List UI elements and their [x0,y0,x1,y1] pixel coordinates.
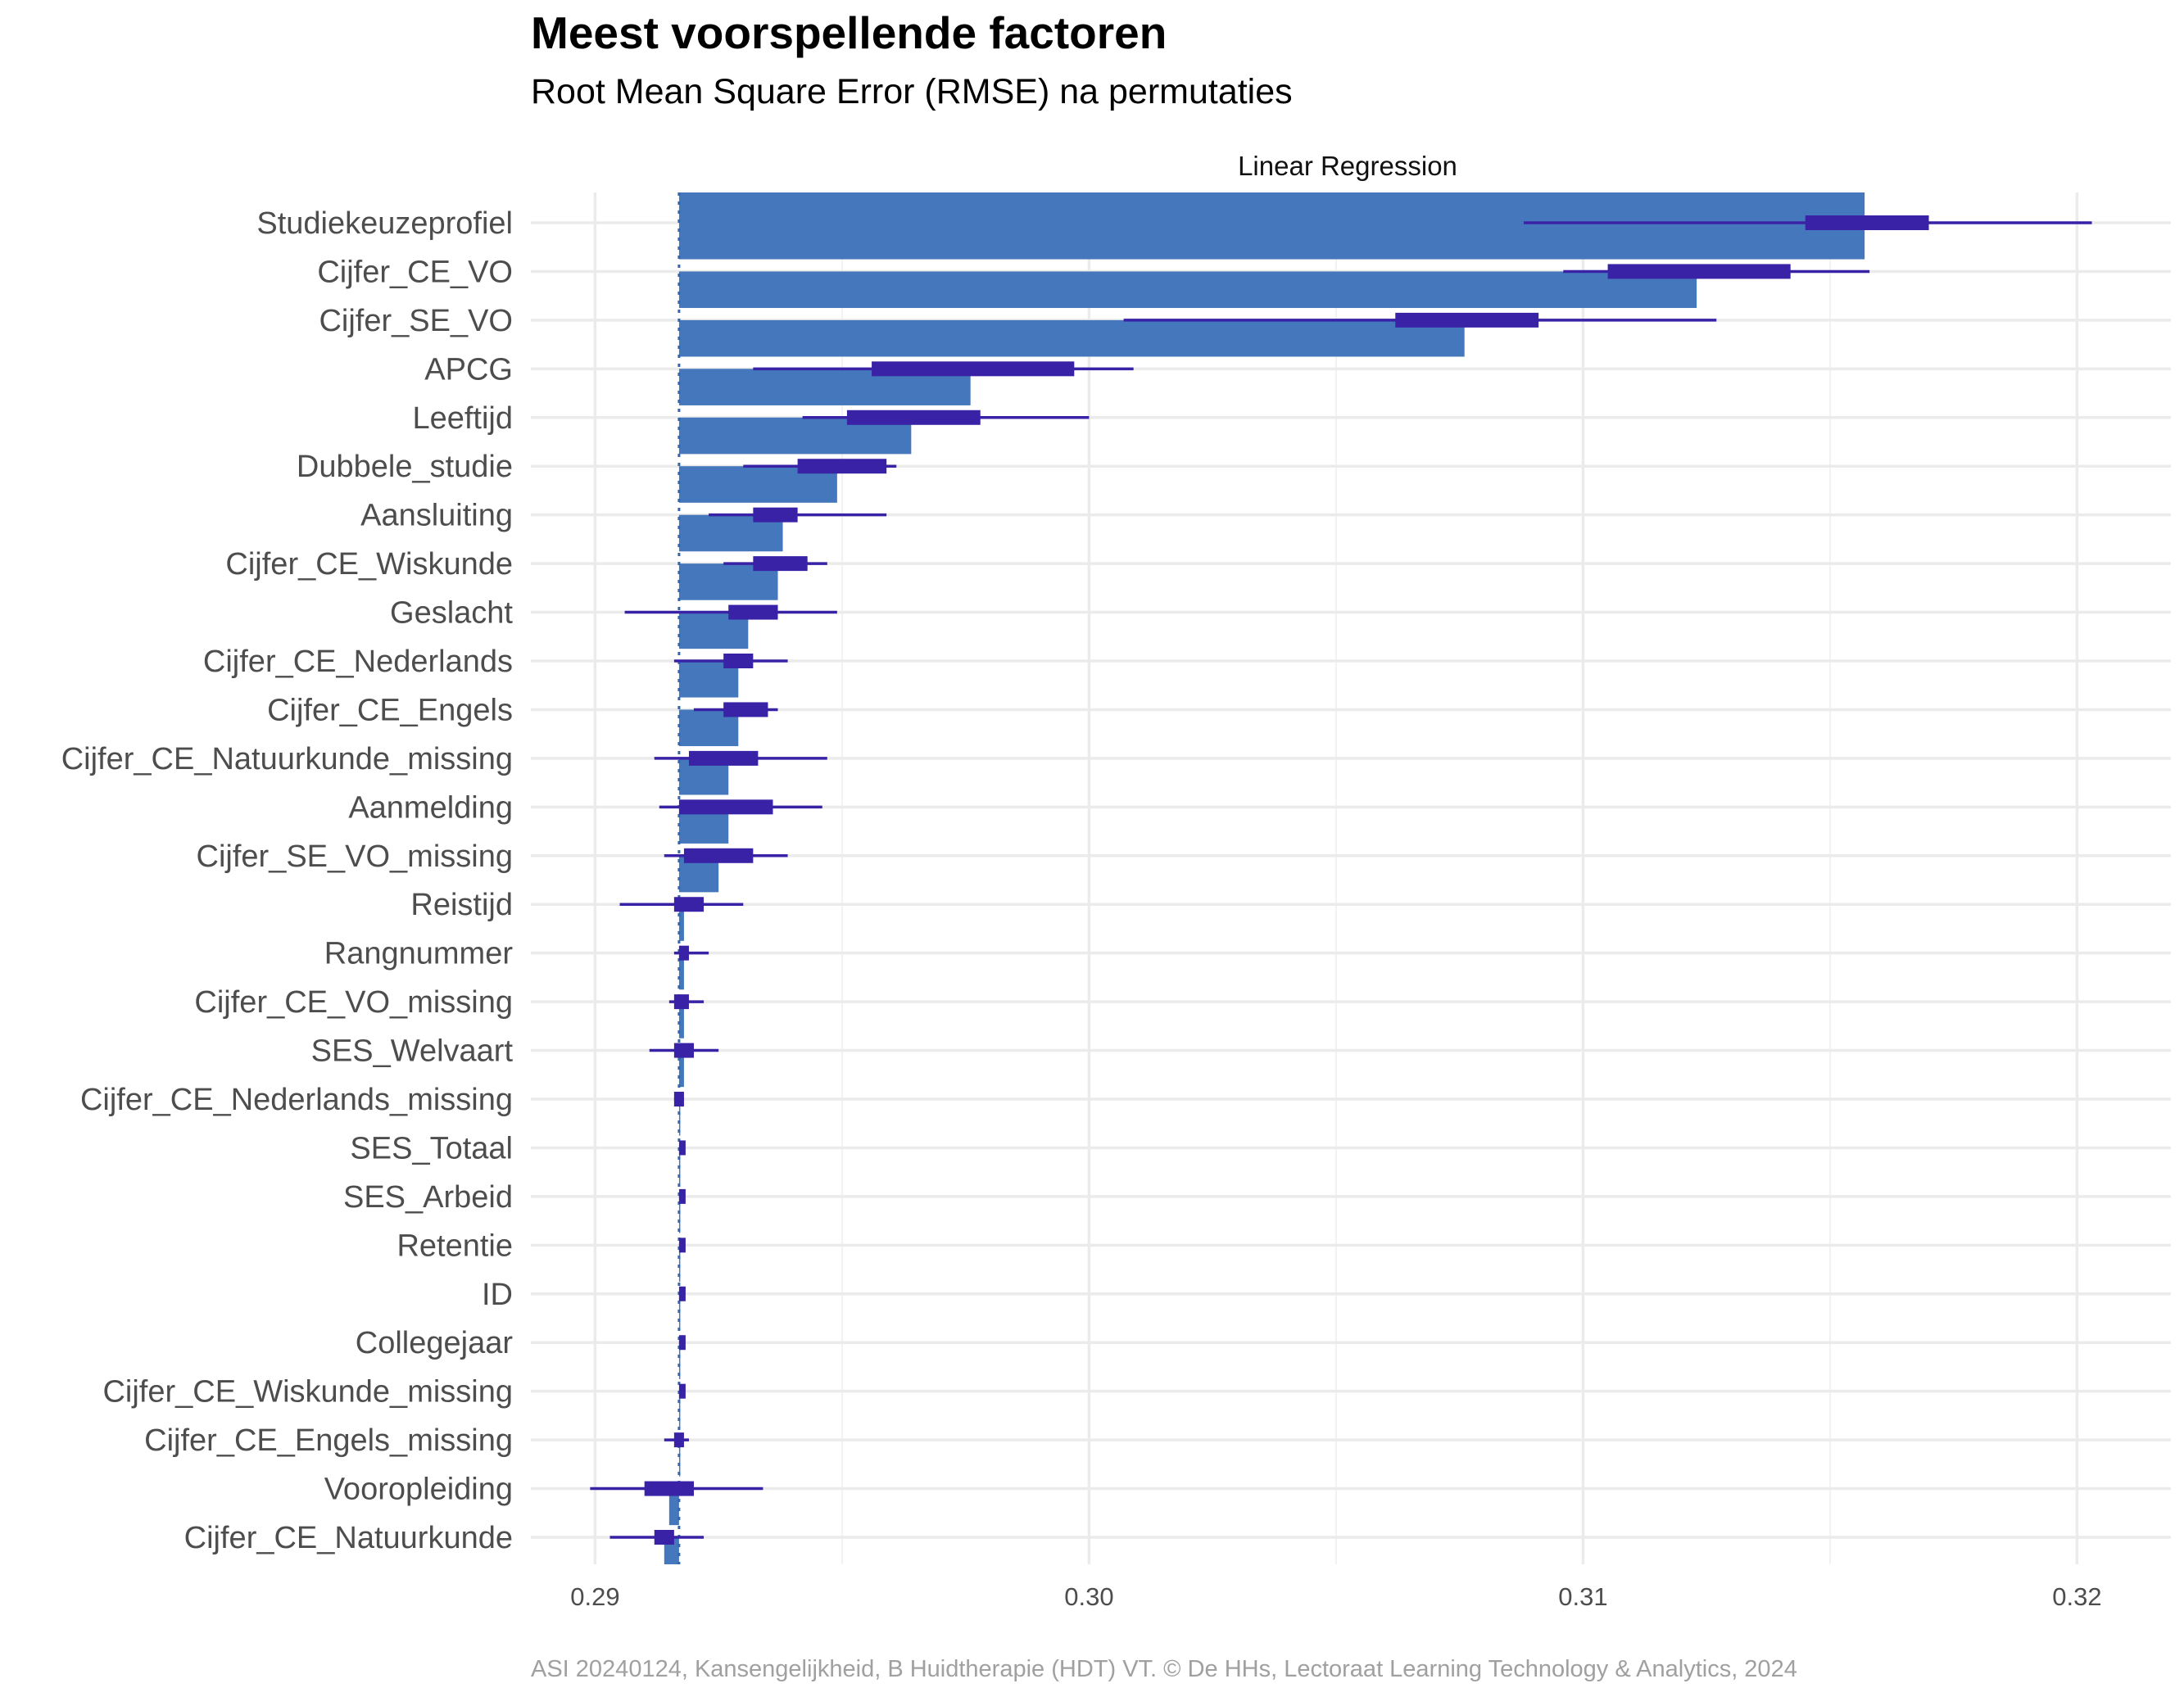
y-tick-label: Cijfer_SE_VO [319,304,513,338]
bar-rangnummer [678,953,684,990]
box-id [678,1286,686,1301]
bar-collegejaar [678,1342,681,1379]
box-retentie [678,1238,686,1253]
y-tick-label: APCG [424,352,513,387]
y-tick-label: Reistijd [410,888,513,922]
y-axis-labels: Studiekeuzeprofiel Cijfer_CE_VO Cijfer_SE_… [61,206,514,1555]
box-cijfer-se-vo-missing [683,848,754,863]
box-cijfer-ce-nederlands-missing [673,1092,684,1106]
box-aansluiting [753,507,798,523]
box-cijfer-ce-engels-missing [673,1432,684,1448]
box-vooropleiding [644,1481,694,1496]
box-ses-welvaart [673,1043,694,1058]
bar-layer [664,192,1865,1564]
y-tick-label: Cijfer_CE_Natuurkunde_missing [61,742,513,776]
box-geslacht [728,604,778,620]
bar-cijfer-ce-vo [678,271,1697,309]
y-tick-label: Geslacht [390,596,513,631]
y-tick-label: Retentie [396,1229,513,1263]
box-apcg [872,361,1075,377]
y-tick-label: Leeftijd [412,401,513,436]
box-cijfer-ce-nederlands [723,654,754,668]
y-tick-label: ID [482,1278,513,1312]
y-tick-label: Cijfer_CE_Engels [267,693,513,727]
bar-retentie [678,1245,681,1282]
y-tick-label: Cijfer_SE_VO_missing [197,839,513,874]
bar-ses-arbeid [678,1196,681,1233]
box-studiekeuzeprofiel [1805,215,1929,230]
box-dubbele-studie [797,459,887,474]
y-tick-label: SES_Totaal [350,1131,513,1165]
chart-title: Meest voorspellende factoren [531,7,1167,58]
facet-label: Linear Regression [1238,151,1457,181]
box-collegejaar [678,1335,686,1351]
y-tick-label: Cijfer_CE_VO [317,255,513,289]
y-tick-label: SES_Arbeid [343,1180,513,1215]
box-cijfer-ce-wiskunde [753,556,808,572]
y-tick-label: Aansluiting [360,499,513,533]
box-aanmelding [678,799,773,815]
box-reistijd [673,897,705,912]
x-tick-label: 0.32 [2052,1582,2101,1611]
y-tick-label: SES_Welvaart [311,1034,514,1069]
y-tick-label: Cijfer_CE_Engels_missing [144,1423,513,1458]
box-ses-arbeid [678,1188,686,1204]
y-tick-label: Rangnummer [324,937,514,971]
x-tick-label: 0.29 [570,1582,619,1611]
box-cijfer-ce-vo [1607,264,1791,279]
bar-cijfer-ce-vo-missing [678,1002,684,1039]
y-tick-label: Dubbele_studie [297,450,513,484]
box-rangnummer [678,945,689,961]
box-cijfer-ce-natuurkunde [654,1530,674,1545]
y-tick-label: Cijfer_CE_Wiskunde [225,547,513,581]
x-tick-label: 0.31 [1558,1582,1607,1611]
chart-caption: ASI 20240124, Kansengelijkheid, B Huidth… [531,1656,1797,1682]
y-tick-label: Cijfer_CE_Wiskunde_missing [102,1375,513,1410]
y-tick-label: Vooropleiding [324,1473,513,1507]
x-axis-labels: 0.29 0.30 0.31 0.32 [570,1582,2101,1611]
y-tick-label: Studiekeuzeprofiel [256,206,513,241]
box-leeftijd [846,410,981,425]
bar-studiekeuzeprofiel [678,192,1865,260]
chart-subtitle: Root Mean Square Error (RMSE) na permuta… [531,72,1293,111]
bar-cijfer-se-vo [678,319,1465,357]
bar-cijfer-ce-nederlands-missing [678,1099,681,1136]
box-cijfer-se-vo [1395,312,1539,328]
y-tick-label: Cijfer_CE_Nederlands [203,645,513,679]
box-cijfer-ce-wiskunde-missing [678,1383,686,1399]
bar-vooropleiding [668,1488,679,1526]
y-tick-label: Cijfer_CE_VO_missing [194,985,513,1020]
y-tick-label: Cijfer_CE_Natuurkunde [184,1521,513,1555]
box-ses-totaal [678,1140,686,1156]
box-cijfer-ce-vo-missing [673,994,689,1010]
y-tick-label: Cijfer_CE_Nederlands_missing [80,1083,513,1117]
y-tick-label: Collegejaar [356,1326,514,1360]
rmse-chart: Studiekeuzeprofiel Cijfer_CE_VO Cijfer_SE_… [61,151,2171,1611]
bar-reistijd [678,904,684,941]
bar-ses-welvaart [678,1050,684,1088]
bar-cijfer-ce-engels-missing [678,1440,681,1477]
boxplot-layer [590,215,2092,1545]
x-tick-label: 0.30 [1064,1582,1113,1611]
box-cijfer-ce-natuurkunde-missing [688,750,759,766]
y-tick-label: Aanmelding [348,790,513,825]
box-cijfer-ce-engels [723,702,768,717]
